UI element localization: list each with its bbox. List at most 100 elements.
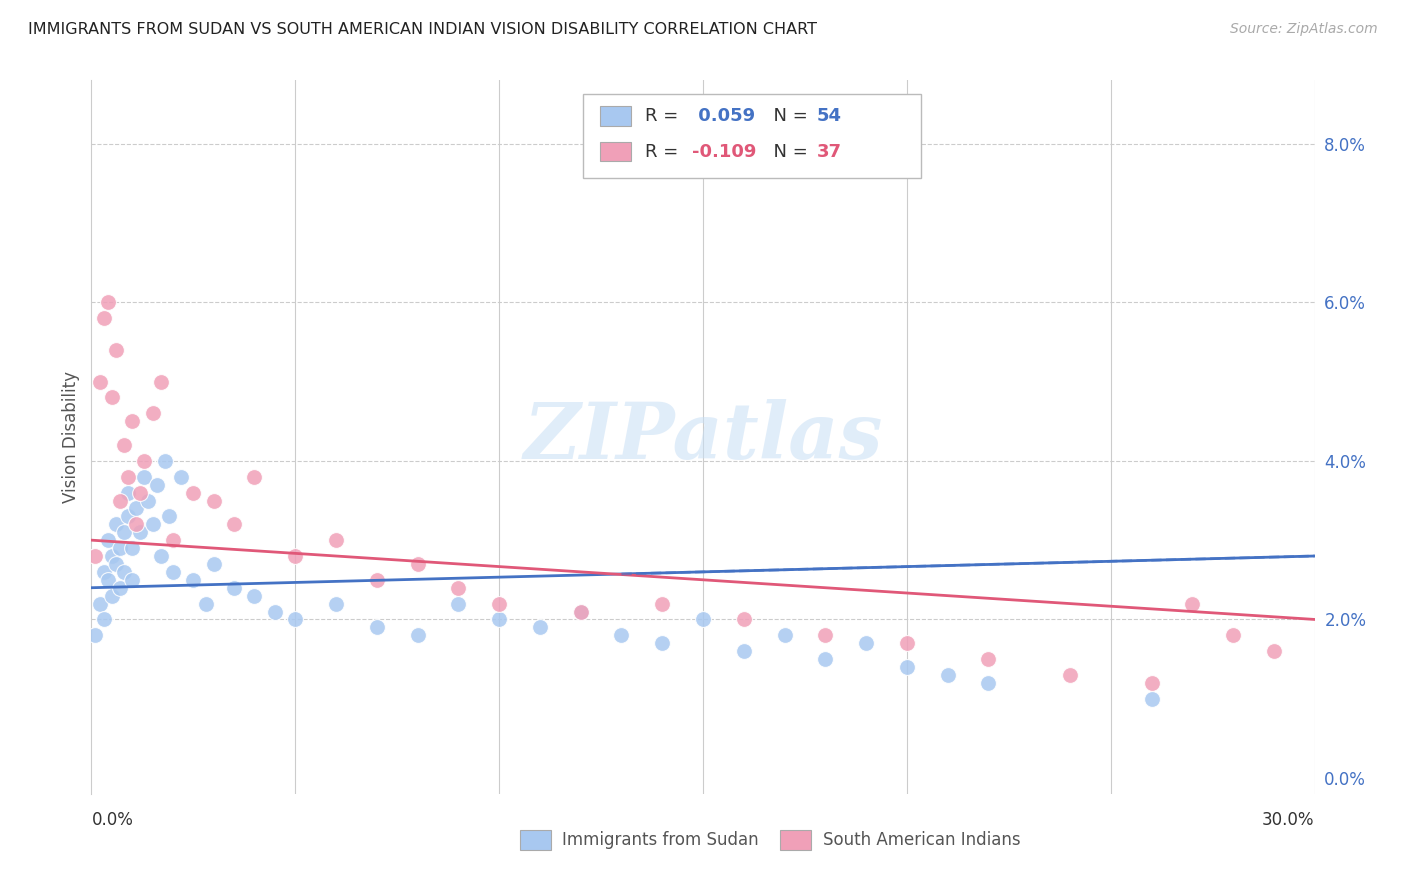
Point [101, 391, 124, 405]
Text: IMMIGRANTS FROM SUDAN VS SOUTH AMERICAN INDIAN VISION DISABILITY CORRELATION CHA: IMMIGRANTS FROM SUDAN VS SOUTH AMERICAN … [28, 22, 817, 37]
Text: South American Indians: South American Indians [823, 831, 1021, 849]
Point [406, 628, 429, 642]
Point [153, 454, 176, 468]
Point [692, 612, 714, 626]
Y-axis label: Vision Disability: Vision Disability [62, 371, 80, 503]
Point [896, 660, 918, 674]
Text: R =: R = [645, 107, 685, 125]
Point [104, 517, 127, 532]
Point [733, 644, 755, 658]
Point [977, 676, 1000, 690]
Point [222, 581, 246, 595]
Point [112, 438, 135, 452]
Point [651, 636, 673, 650]
Point [141, 406, 163, 420]
Text: Source: ZipAtlas.com: Source: ZipAtlas.com [1230, 22, 1378, 37]
Point [121, 414, 143, 428]
Point [610, 628, 633, 642]
Point [108, 541, 131, 555]
Point [170, 469, 193, 483]
Point [855, 636, 877, 650]
Text: N =: N = [762, 107, 814, 125]
Text: 54: 54 [817, 107, 842, 125]
Point [447, 581, 470, 595]
Point [84, 628, 107, 642]
Point [104, 557, 127, 571]
Point [814, 628, 837, 642]
Point [104, 343, 127, 357]
Point [93, 311, 115, 326]
Point [569, 605, 592, 619]
Text: ZIPatlas: ZIPatlas [523, 399, 883, 475]
Point [569, 605, 592, 619]
Point [366, 620, 388, 634]
Text: 30.0%: 30.0% [1263, 811, 1315, 829]
Point [138, 493, 160, 508]
Point [264, 605, 287, 619]
Point [125, 501, 148, 516]
Point [134, 454, 156, 468]
Point [896, 636, 918, 650]
Point [243, 469, 266, 483]
Point [1263, 644, 1285, 658]
Point [141, 517, 163, 532]
Point [447, 597, 470, 611]
Point [651, 597, 673, 611]
Point [129, 525, 152, 540]
Point [112, 565, 135, 579]
Text: -0.109: -0.109 [692, 143, 756, 161]
Point [202, 557, 225, 571]
Point [325, 597, 347, 611]
Point [134, 469, 156, 483]
Point [1140, 676, 1163, 690]
Point [149, 375, 172, 389]
Point [97, 573, 120, 587]
Point [773, 628, 796, 642]
Point [733, 612, 755, 626]
Point [112, 525, 135, 540]
Point [84, 549, 107, 563]
Point [125, 517, 148, 532]
Point [162, 533, 184, 548]
Point [97, 533, 120, 548]
Point [1059, 668, 1081, 682]
Text: R =: R = [645, 143, 685, 161]
Point [93, 565, 115, 579]
Point [129, 485, 152, 500]
Point [108, 493, 131, 508]
Text: 0.059: 0.059 [692, 107, 755, 125]
Point [145, 477, 167, 491]
Point [1181, 597, 1204, 611]
Point [243, 589, 266, 603]
Point [194, 597, 217, 611]
Point [284, 612, 307, 626]
Point [814, 652, 837, 666]
Point [183, 573, 205, 587]
Point [325, 533, 347, 548]
Text: Immigrants from Sudan: Immigrants from Sudan [562, 831, 759, 849]
Point [488, 597, 510, 611]
Point [977, 652, 1000, 666]
Point [183, 485, 205, 500]
Point [121, 573, 143, 587]
Point [936, 668, 959, 682]
Point [97, 295, 120, 310]
Point [117, 509, 139, 524]
Text: 0.0%: 0.0% [91, 811, 134, 829]
Point [529, 620, 551, 634]
Point [284, 549, 307, 563]
Point [121, 541, 143, 555]
Point [101, 549, 124, 563]
Point [366, 573, 388, 587]
Text: N =: N = [762, 143, 814, 161]
Point [1140, 691, 1163, 706]
Point [488, 612, 510, 626]
Point [149, 549, 172, 563]
Point [222, 517, 246, 532]
Point [202, 493, 225, 508]
Point [89, 375, 111, 389]
Point [93, 612, 115, 626]
Point [89, 597, 111, 611]
Point [162, 565, 184, 579]
Point [108, 581, 131, 595]
